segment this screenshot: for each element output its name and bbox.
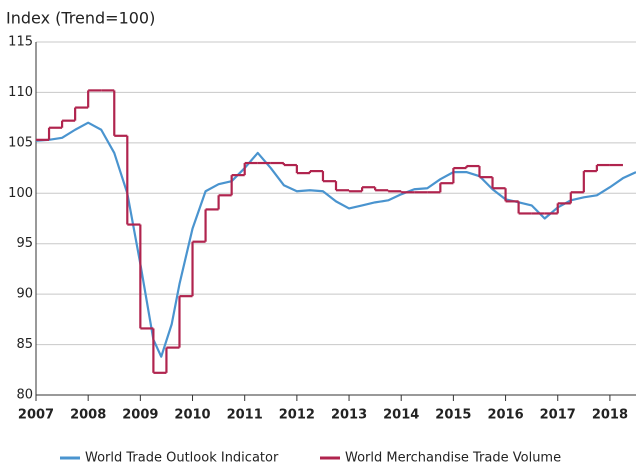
legend-label: World Merchandise Trade Volume: [345, 451, 561, 466]
y-tick-label: 95: [16, 236, 33, 251]
x-tick-label: 2018: [592, 408, 628, 423]
x-tick-label: 2015: [435, 408, 471, 423]
y-tick-label: 90: [16, 287, 33, 302]
y-tick-label: 100: [8, 186, 33, 201]
x-tick-label: 2017: [540, 408, 576, 423]
x-tick-label: 2014: [383, 408, 419, 423]
legend-label: World Trade Outlook Indicator: [85, 451, 279, 466]
x-tick-label: 2010: [174, 408, 210, 423]
y-tick-label: 105: [8, 135, 33, 150]
x-tick-label: 2007: [18, 408, 54, 423]
x-tick-label: 2016: [487, 408, 523, 423]
x-tick-label: 2013: [331, 408, 367, 423]
x-tick-label: 2009: [122, 408, 158, 423]
series-line: [35, 121, 636, 358]
y-tick-label: 110: [8, 85, 33, 100]
y-tick-label: 80: [16, 388, 33, 403]
chart-title: Index (Trend=100): [6, 9, 155, 28]
y-tick-label: 85: [16, 337, 33, 352]
x-tick-label: 2011: [227, 408, 263, 423]
y-tick-label: 115: [8, 35, 33, 50]
x-tick-label: 2008: [70, 408, 106, 423]
x-tick-label: 2012: [279, 408, 315, 423]
